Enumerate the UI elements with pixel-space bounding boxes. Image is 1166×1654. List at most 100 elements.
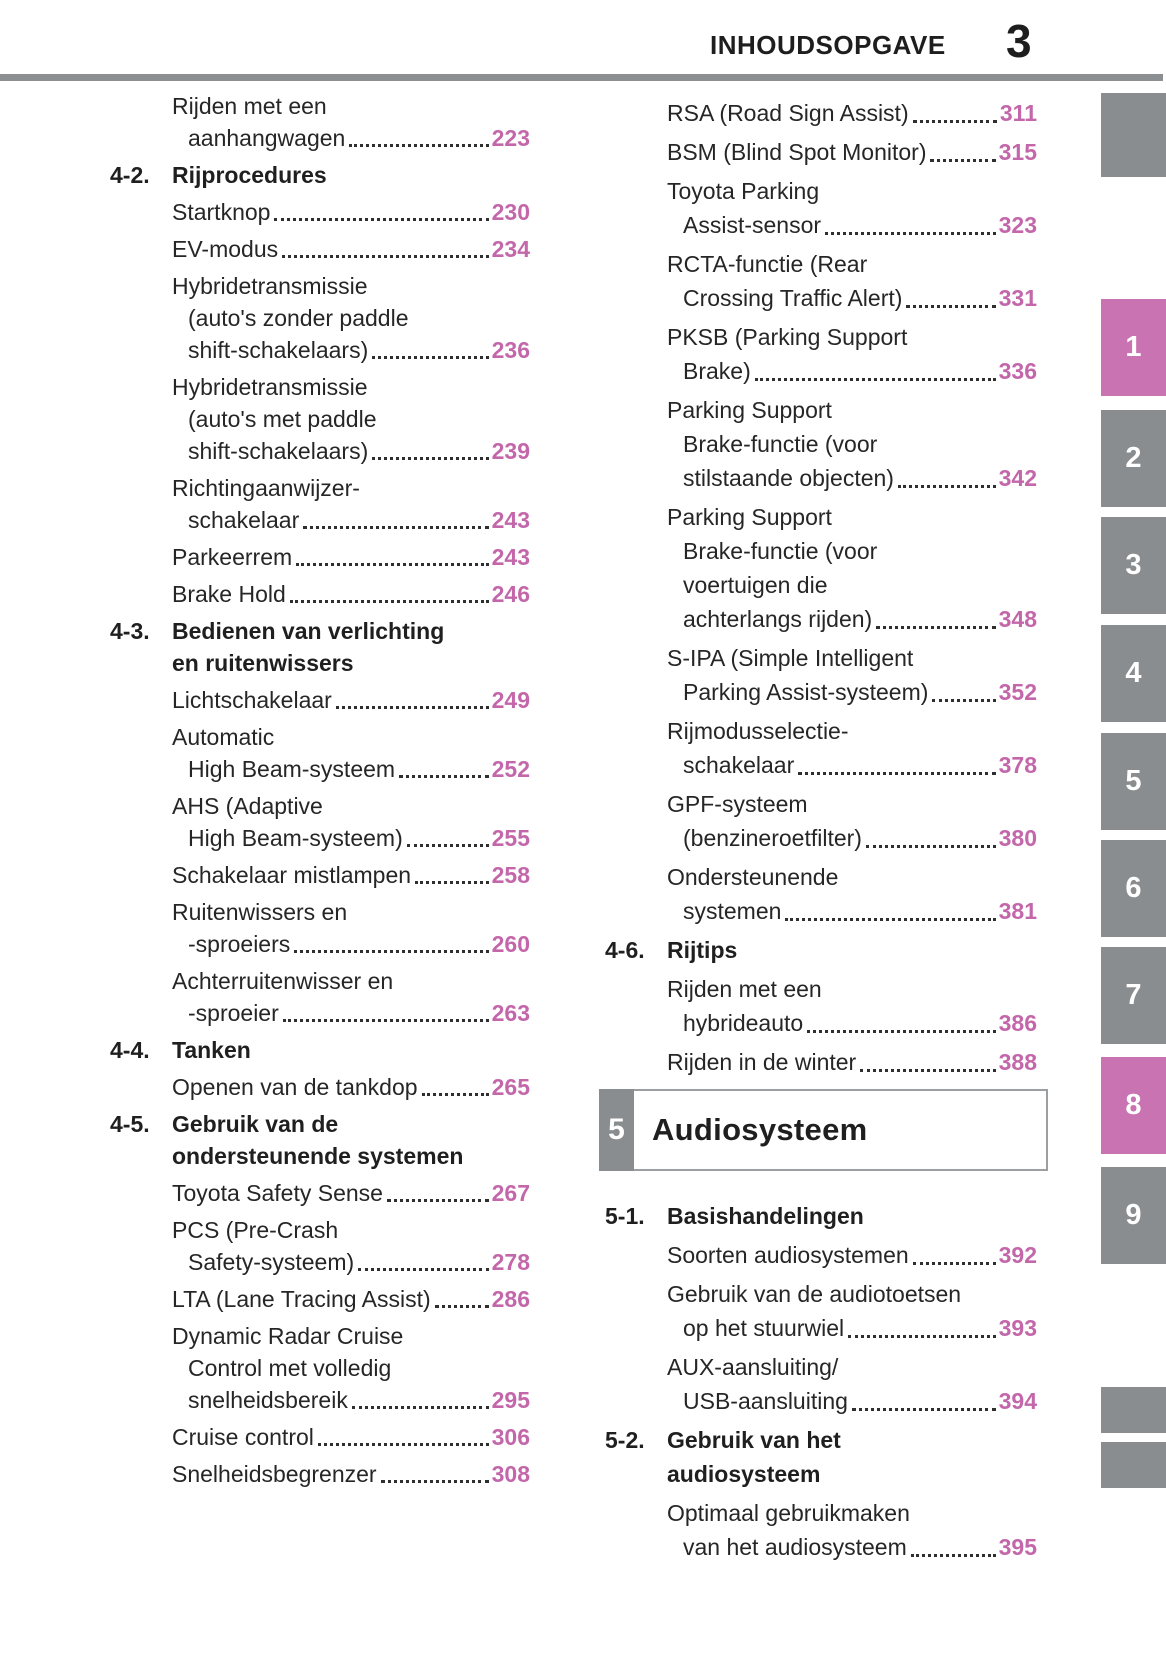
toc-entry[interactable]: Openen van de tankdop 265 — [110, 1071, 530, 1103]
header-rule — [0, 74, 1163, 81]
toc-entry[interactable]: Parking Support Brake-functie (voor stilst… — [605, 393, 1037, 495]
dot-leader — [294, 950, 489, 953]
toc-section-heading: 4-4. Tanken — [110, 1034, 530, 1066]
toc-entry[interactable]: Snelheidsbegrenzer 308 — [110, 1458, 530, 1490]
toc-entry[interactable]: Ruitenwissers en -sproeiers 260 — [110, 896, 530, 960]
toc-entry-text: Cruise control — [172, 1424, 314, 1450]
toc-entry[interactable]: RCTA-functie (Rear Crossing Traffic Alert… — [605, 247, 1037, 315]
dot-leader — [372, 457, 489, 460]
section-number: 5-1. — [605, 1203, 645, 1229]
toc-entry[interactable]: Rijden met een hybrideauto 386 — [605, 972, 1037, 1040]
page-number-ref: 308 — [491, 1461, 530, 1487]
toc-entry[interactable]: BSM (Blind Spot Monitor) 315 — [605, 135, 1037, 169]
toc-entry[interactable]: Ondersteunende systemen 381 — [605, 860, 1037, 928]
toc-entry[interactable]: Lichtschakelaar 249 — [110, 684, 530, 716]
toc-entry-line: Parkeerrem 243 — [172, 541, 530, 573]
toc-entry[interactable]: Optimaal gebruikmaken van het audiosystee… — [605, 1496, 1037, 1564]
toc-entry[interactable]: PCS (Pre-Crash Safety-systeem) 278 — [110, 1214, 530, 1278]
toc-entry[interactable]: PKSB (Parking Support Brake) 336 — [605, 320, 1037, 388]
toc-entry-text: Parking Assist-systeem) — [683, 679, 929, 705]
toc-entry[interactable]: Automatic High Beam-systeem 252 — [110, 721, 530, 785]
section-number: 4-3. — [110, 618, 150, 644]
dot-leader — [358, 1268, 489, 1271]
toc-entry[interactable]: Brake Hold 246 — [110, 578, 530, 610]
dot-leader — [912, 1262, 996, 1265]
toc-entry[interactable]: Parking Support Brake-functie (voor voertu… — [605, 500, 1037, 636]
toc-entry-line: Gebruik van de audiotoetsen — [667, 1281, 962, 1307]
toc-entry-line: Brake) 336 — [683, 354, 1037, 388]
toc-entry[interactable]: AHS (Adaptive High Beam-systeem) 255 — [110, 790, 530, 854]
toc-entry-text: Startknop — [172, 199, 271, 225]
toc-entry-text: Rijden in de winter — [667, 1049, 857, 1075]
section-title-line: audiosysteem — [667, 1461, 821, 1487]
page-number-ref: 381 — [998, 898, 1037, 924]
page-header-title: INHOUDSOPGAVE — [710, 30, 946, 60]
chapter-tab-7[interactable]: 7 — [1101, 947, 1166, 1044]
toc-entry[interactable]: Cruise control 306 — [110, 1421, 530, 1453]
toc-entry-line: hybrideauto 386 — [683, 1006, 1037, 1040]
toc-entry[interactable]: LTA (Lane Tracing Assist) 286 — [110, 1283, 530, 1315]
toc-entry-line: Ondersteunende — [667, 864, 839, 890]
toc-entry-line: High Beam-systeem) 255 — [188, 822, 530, 854]
dot-leader — [372, 356, 489, 359]
page-number-ref: 342 — [998, 465, 1037, 491]
dot-leader — [754, 378, 996, 381]
toc-entry[interactable]: AUX-aansluiting/USB-aansluiting 394 — [605, 1350, 1037, 1418]
page-number-ref: 393 — [998, 1315, 1037, 1341]
toc-entry[interactable]: Richtingaanwijzer-schakelaar 243 — [110, 472, 530, 536]
toc-entry[interactable]: Achterruitenwisser en -sproeier 263 — [110, 965, 530, 1029]
toc-entry-line: Snelheidsbegrenzer 308 — [172, 1458, 530, 1490]
toc-entry[interactable]: Rijmodusselectie-schakelaar 378 — [605, 714, 1037, 782]
chapter-tab-1[interactable]: 1 — [1101, 299, 1166, 396]
chapter-tab-6[interactable]: 6 — [1101, 840, 1166, 937]
page-number-ref: 239 — [491, 438, 530, 464]
toc-entry-text: shift-schakelaars) — [188, 438, 369, 464]
toc-entry[interactable]: Rijden met een aanhangwagen 223 — [110, 90, 530, 154]
toc-entry[interactable]: RSA (Road Sign Assist) 311 — [605, 96, 1037, 130]
page-number-ref: 315 — [998, 139, 1037, 165]
page-number-ref: 267 — [491, 1180, 530, 1206]
toc-entry[interactable]: GPF-systeem (benzineroetfilter) 380 — [605, 787, 1037, 855]
toc-entry[interactable]: Gebruik van de audiotoetsen op het stuurw… — [605, 1277, 1037, 1345]
toc-entry[interactable]: Hybridetransmissie (auto's zonder paddle s… — [110, 270, 530, 366]
toc-entry[interactable]: Soorten audiosystemen 392 — [605, 1238, 1037, 1272]
toc-entry-line: Rijmodusselectie- — [667, 718, 849, 744]
toc-entry-text: snelheidsbereik — [188, 1387, 348, 1413]
toc-entry[interactable]: S-IPA (Simple Intelligent Parking Assist-… — [605, 641, 1037, 709]
toc-section-heading: 4-3. Bedienen van verlichting en ruitenwis… — [110, 615, 530, 679]
toc-section-heading: 4-5. Gebruik van de ondersteunende systeme… — [110, 1108, 530, 1172]
toc-entry-text: hybrideauto — [683, 1010, 804, 1036]
dot-leader — [303, 526, 489, 529]
toc-entry-line: van het audiosysteem 395 — [683, 1530, 1037, 1564]
page-number-ref: 249 — [491, 687, 530, 713]
toc-entry-line: Brake-functie (voor — [683, 538, 878, 564]
chapter-tab-3[interactable]: 3 — [1101, 517, 1166, 614]
toc-entry-text: op het stuurwiel — [683, 1315, 845, 1341]
toc-entry[interactable]: Schakelaar mistlampen 258 — [110, 859, 530, 891]
page-number-ref: 255 — [491, 825, 530, 851]
toc-entry[interactable]: Toyota Safety Sense 267 — [110, 1177, 530, 1209]
toc-entry[interactable]: Rijden in de winter 388 — [605, 1045, 1037, 1079]
toc-entry-text: -sproeier — [188, 1000, 279, 1026]
dot-leader — [785, 918, 996, 921]
toc-entry-line: Toyota Safety Sense 267 — [172, 1177, 530, 1209]
dot-leader — [876, 626, 996, 629]
chapter-tab-8[interactable]: 8 — [1101, 1057, 1166, 1154]
toc-entry[interactable]: EV-modus 234 — [110, 233, 530, 265]
page-number-ref: 263 — [491, 1000, 530, 1026]
chapter-tab-2[interactable]: 2 — [1101, 410, 1166, 507]
toc-entry-line: Parking Assist-systeem) 352 — [683, 675, 1037, 709]
chapter-tab-9[interactable]: 9 — [1101, 1167, 1166, 1264]
toc-entry-text: van het audiosysteem — [683, 1534, 907, 1560]
chapter-tab-4[interactable]: 4 — [1101, 625, 1166, 722]
toc-entry[interactable]: Startknop 230 — [110, 196, 530, 228]
toc-entry[interactable]: Dynamic Radar Cruise Control met volledig… — [110, 1320, 530, 1416]
toc-entry[interactable]: Toyota Parking Assist-sensor 323 — [605, 174, 1037, 242]
toc-entry-line: EV-modus 234 — [172, 233, 530, 265]
chapter-tab-5[interactable]: 5 — [1101, 733, 1166, 830]
toc-entry-text: LTA (Lane Tracing Assist) — [172, 1286, 431, 1312]
section-number: 5-2. — [605, 1427, 645, 1453]
toc-entry[interactable]: Parkeerrem 243 — [110, 541, 530, 573]
page-number-ref: 234 — [491, 236, 530, 262]
toc-entry[interactable]: Hybridetransmissie (auto's met paddle shif… — [110, 371, 530, 467]
